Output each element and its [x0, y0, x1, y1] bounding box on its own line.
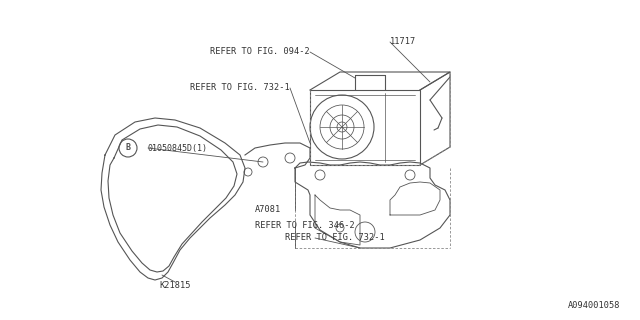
Text: 01050845D(1): 01050845D(1) — [148, 143, 208, 153]
Text: A7081: A7081 — [255, 205, 281, 214]
Text: A094001058: A094001058 — [568, 300, 620, 309]
Text: K21815: K21815 — [159, 281, 191, 290]
Text: REFER TO FIG. 732-1: REFER TO FIG. 732-1 — [285, 234, 385, 243]
Text: B: B — [125, 143, 131, 153]
Text: REFER TO FIG. 346-2: REFER TO FIG. 346-2 — [255, 220, 355, 229]
Text: REFER TO FIG. 094-2: REFER TO FIG. 094-2 — [211, 47, 310, 57]
Text: REFER TO FIG. 732-1: REFER TO FIG. 732-1 — [190, 84, 290, 92]
Text: 11717: 11717 — [390, 37, 416, 46]
